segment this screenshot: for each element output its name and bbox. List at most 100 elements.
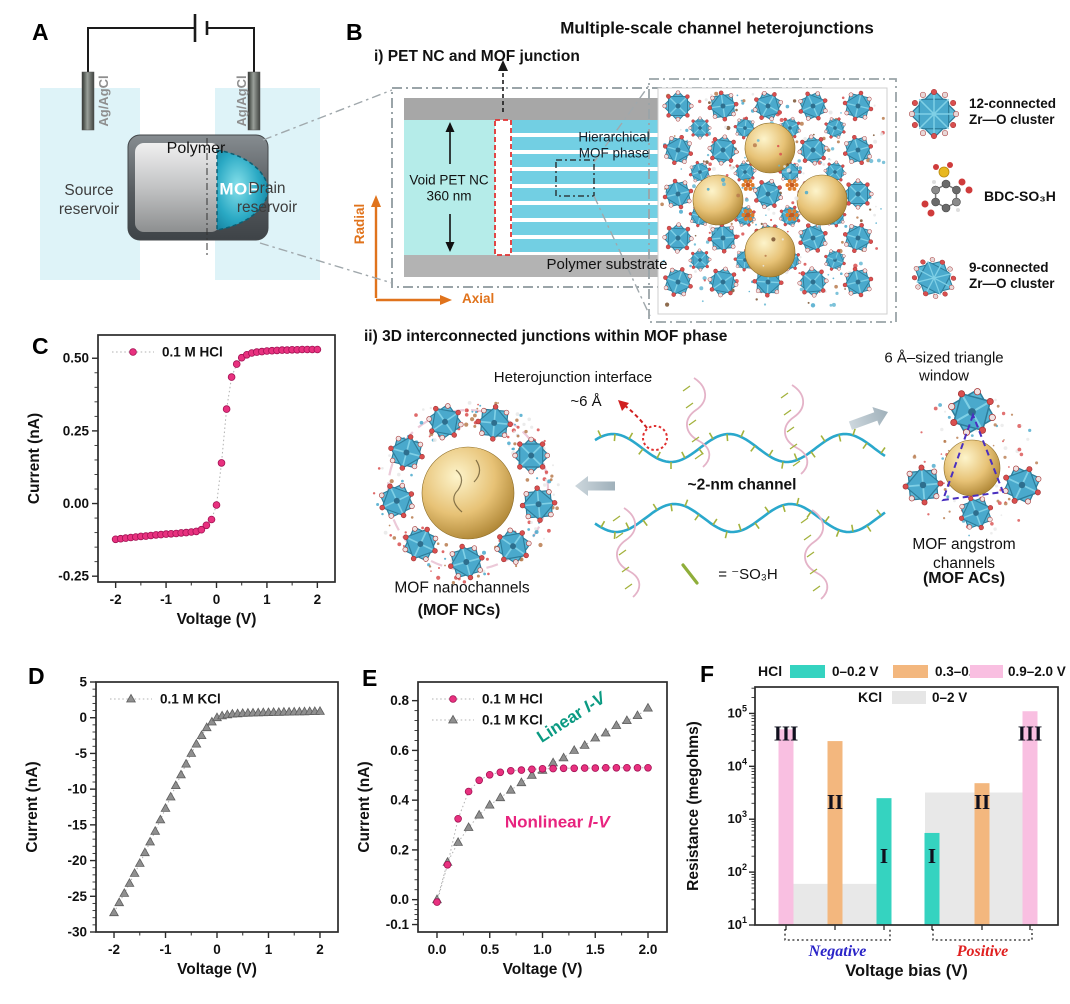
svg-text:5: 5 bbox=[79, 675, 87, 690]
annotation-linear-i-v: Linear I-V bbox=[533, 687, 610, 746]
hcl-resistance-bar-i bbox=[876, 798, 892, 925]
svg-text:0: 0 bbox=[213, 942, 221, 957]
gold-pore-sphere bbox=[692, 174, 744, 226]
building-block-icons bbox=[904, 88, 973, 307]
svg-text:Current (nA): Current (nA) bbox=[26, 413, 43, 504]
up-arrow-icon bbox=[498, 60, 508, 71]
legend-swatch bbox=[790, 665, 825, 678]
svg-text:105: 105 bbox=[728, 703, 747, 720]
svg-text:0.00: 0.00 bbox=[63, 496, 89, 511]
panel-f-label: F bbox=[700, 661, 715, 687]
svg-text:Resistance (megohms): Resistance (megohms) bbox=[685, 721, 702, 891]
measure-arrow-icon bbox=[445, 122, 455, 132]
svg-text:0.25: 0.25 bbox=[63, 423, 90, 438]
drain-reservoir-label: Drain reservoir bbox=[236, 180, 298, 216]
heterojunction-size-label: ~6 Å bbox=[570, 392, 602, 410]
svg-text:1: 1 bbox=[265, 942, 273, 957]
svg-text:101: 101 bbox=[728, 915, 747, 932]
svg-text:II: II bbox=[974, 790, 990, 814]
svg-text:Voltage bias (V): Voltage bias (V) bbox=[845, 962, 968, 980]
legend-swatch-kcl bbox=[892, 691, 926, 704]
radial-arrow-icon bbox=[371, 195, 381, 207]
svg-text:0.9–2.0 V: 0.9–2.0 V bbox=[1008, 664, 1066, 679]
panel-b-label: B bbox=[346, 19, 363, 45]
svg-text:0–2 V: 0–2 V bbox=[932, 690, 967, 705]
void-pet-label: Void PET NC 360 nm bbox=[409, 172, 489, 204]
pet-chain-icon bbox=[784, 384, 809, 475]
axial-axis-label: Axial bbox=[462, 291, 495, 306]
hierarchical-mof-label: Hierarchical MOF phase bbox=[578, 129, 650, 161]
axial-arrow-icon bbox=[440, 295, 452, 305]
cluster9-label: 9-connected Zr—O cluster bbox=[969, 260, 1055, 292]
svg-text:0.8: 0.8 bbox=[390, 693, 409, 708]
series-0-1-m-kcl bbox=[109, 705, 325, 917]
svg-text:1.0: 1.0 bbox=[533, 942, 552, 957]
hcl-resistance-bar-ii bbox=[974, 783, 990, 925]
svg-text:-30: -30 bbox=[67, 925, 87, 940]
svg-text:II: II bbox=[827, 790, 843, 814]
svg-text:0.1 M KCl: 0.1 M KCl bbox=[482, 713, 543, 728]
svg-text:-15: -15 bbox=[67, 817, 87, 832]
panel-b-title: Multiple-scale channel heterojunctions bbox=[560, 18, 874, 38]
mof-nc-label: MOF nanochannels bbox=[394, 579, 530, 597]
svg-text:-25: -25 bbox=[67, 889, 87, 904]
svg-text:Voltage (V): Voltage (V) bbox=[177, 611, 257, 628]
so3h-tick-icon bbox=[681, 563, 699, 585]
panel-d-label: D bbox=[28, 663, 45, 689]
pet-chain-icon bbox=[686, 377, 711, 468]
heterojunction-marker bbox=[642, 425, 668, 451]
svg-text:Current (nA): Current (nA) bbox=[356, 761, 373, 852]
panel-c-label: C bbox=[32, 333, 49, 359]
svg-text:2.0: 2.0 bbox=[639, 942, 658, 957]
mof-nc-abbrev-label: (MOF NCs) bbox=[417, 602, 501, 620]
radial-axis-label: Radial bbox=[351, 203, 367, 245]
svg-text:0: 0 bbox=[213, 592, 221, 607]
hcl-resistance-bar-ii bbox=[827, 741, 843, 925]
svg-text:I: I bbox=[928, 844, 936, 868]
svg-text:0.1 M KCl: 0.1 M KCl bbox=[160, 692, 221, 707]
red-arrow-icon bbox=[618, 400, 629, 411]
junction-interface-marker bbox=[494, 119, 512, 256]
mof-ac-label: MOF angstrom channels bbox=[912, 536, 1016, 572]
void-channel-cylinder bbox=[135, 143, 220, 232]
svg-text:HCl: HCl bbox=[758, 663, 782, 679]
panel-a-schematic bbox=[40, 14, 320, 280]
svg-text:I: I bbox=[880, 844, 888, 868]
mof-nanochannel-icon bbox=[372, 396, 566, 589]
chart-e-svg: 0.0 0.5 1.0 1.5 2.0 -0.1 0.0 0.2 0.4 0.6 0.8 Voltag… bbox=[356, 681, 668, 978]
section-i-label: i) PET NC and MOF junction bbox=[374, 48, 580, 65]
linker-rosette bbox=[741, 179, 755, 191]
svg-text:0.50: 0.50 bbox=[63, 351, 89, 366]
series-0-1-m-hcl bbox=[433, 764, 652, 906]
svg-text:Voltage (V): Voltage (V) bbox=[503, 961, 583, 978]
svg-text:103: 103 bbox=[728, 809, 747, 826]
svg-text:2: 2 bbox=[316, 942, 324, 957]
svg-text:III: III bbox=[774, 721, 799, 745]
svg-text:-1: -1 bbox=[160, 942, 172, 957]
legend-swatch bbox=[893, 665, 928, 678]
source-reservoir-label: Source reservoir bbox=[58, 182, 120, 218]
svg-text:-5: -5 bbox=[75, 746, 87, 761]
bdc-so3h-label: BDC-SO₃H bbox=[984, 188, 1056, 204]
linker-rosette bbox=[785, 179, 799, 191]
svg-text:-1: -1 bbox=[160, 592, 172, 607]
polymer-chain-wave bbox=[594, 502, 886, 534]
svg-text:1: 1 bbox=[263, 592, 271, 607]
polymer-label: Polymer bbox=[166, 140, 226, 158]
polymer-substrate-label: Polymer substrate bbox=[546, 255, 668, 273]
right-arrow-icon bbox=[848, 407, 888, 430]
mof-angstrom-channel-icon bbox=[893, 381, 1049, 538]
svg-text:102: 102 bbox=[728, 862, 747, 879]
svg-text:0–0.2 V: 0–0.2 V bbox=[832, 664, 879, 679]
svg-text:Negative: Negative bbox=[808, 943, 867, 960]
junction-box-border bbox=[391, 87, 824, 288]
triangle-window-label: 6 Å–sized triangle window bbox=[884, 349, 1004, 385]
hcl-resistance-bar-iii bbox=[778, 729, 794, 925]
svg-text:0.0: 0.0 bbox=[390, 892, 409, 907]
mof-crystal-structure bbox=[648, 78, 897, 323]
pet-chain-icon bbox=[616, 507, 641, 598]
cluster12-label: 12-connected Zr—O cluster bbox=[969, 96, 1057, 128]
svg-text:0.5: 0.5 bbox=[480, 942, 499, 957]
svg-text:104: 104 bbox=[728, 756, 747, 773]
